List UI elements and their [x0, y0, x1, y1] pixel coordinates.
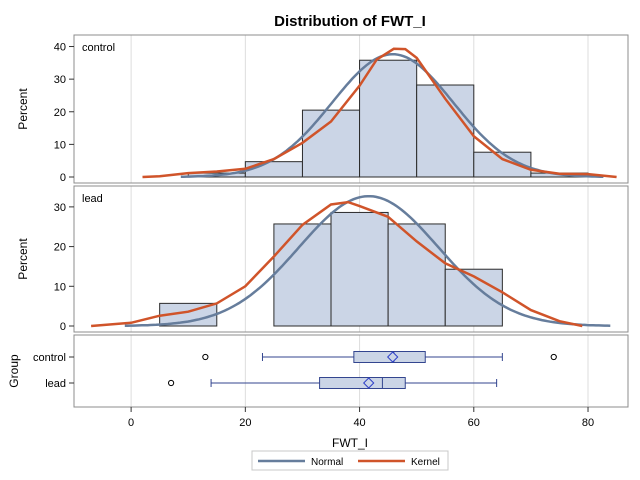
- y-tick-label: 30: [54, 74, 66, 86]
- kernel-curve: [142, 47, 617, 179]
- legend: Normal Kernel: [251, 450, 449, 471]
- histogram-bar: [359, 59, 418, 178]
- x-tick-label: 80: [582, 417, 594, 429]
- box-iqr: [319, 377, 406, 389]
- x-axis-label: FWT_I: [332, 436, 368, 450]
- histogram-bar: [330, 211, 389, 327]
- normal-curve: [180, 52, 604, 178]
- histogram-bar: [387, 223, 446, 327]
- legend-kernel-label: Kernel: [411, 457, 440, 468]
- y-tick-label: 20: [54, 107, 66, 119]
- y-tick-label: 0: [60, 172, 66, 184]
- y-tick-label: 10: [54, 281, 66, 293]
- histogram-bar: [444, 268, 503, 327]
- legend-frame: [251, 450, 449, 471]
- outlier-point: [167, 379, 175, 387]
- x-tick-label: 20: [239, 417, 251, 429]
- y-tick-label: 0: [60, 321, 66, 333]
- x-tick-label: 0: [128, 417, 134, 429]
- y-axis-label: Percent: [16, 238, 30, 280]
- chart-title: Distribution of FWT_I: [274, 13, 426, 30]
- panel-frame: [73, 34, 629, 184]
- y-axis-label: Percent: [16, 88, 30, 130]
- normal-curve: [124, 194, 611, 327]
- panel-label: control: [82, 42, 115, 54]
- group-label: lead: [45, 378, 66, 390]
- outlier-point: [202, 353, 209, 361]
- histogram-bar: [273, 223, 332, 327]
- panel-control: 0 10 20 30 40 Percent control: [16, 34, 629, 184]
- x-tick-label: 60: [468, 417, 480, 429]
- y-axis-label: Group: [7, 354, 21, 388]
- panel-frame: [73, 185, 629, 333]
- box-mean-marker: [362, 377, 375, 389]
- y-tick-label: 30: [54, 202, 66, 214]
- boxplot-panel: control lead Group 0 20 40 60 80: [7, 334, 629, 429]
- histogram-bar: [473, 151, 532, 178]
- kernel-curve: [91, 200, 583, 328]
- panel-frame: [73, 334, 629, 408]
- group-label: control: [33, 352, 66, 364]
- y-tick-label: 40: [54, 42, 66, 54]
- x-tick-label: 40: [353, 417, 365, 429]
- outlier-point: [550, 353, 557, 361]
- y-tick-label: 10: [54, 139, 66, 151]
- panel-label: lead: [82, 193, 103, 205]
- box-mean-marker: [386, 351, 399, 363]
- y-tick-label: 20: [54, 242, 66, 254]
- legend-normal-label: Normal: [311, 457, 343, 468]
- panel-lead: 0 10 20 30 Percent lead: [16, 185, 629, 333]
